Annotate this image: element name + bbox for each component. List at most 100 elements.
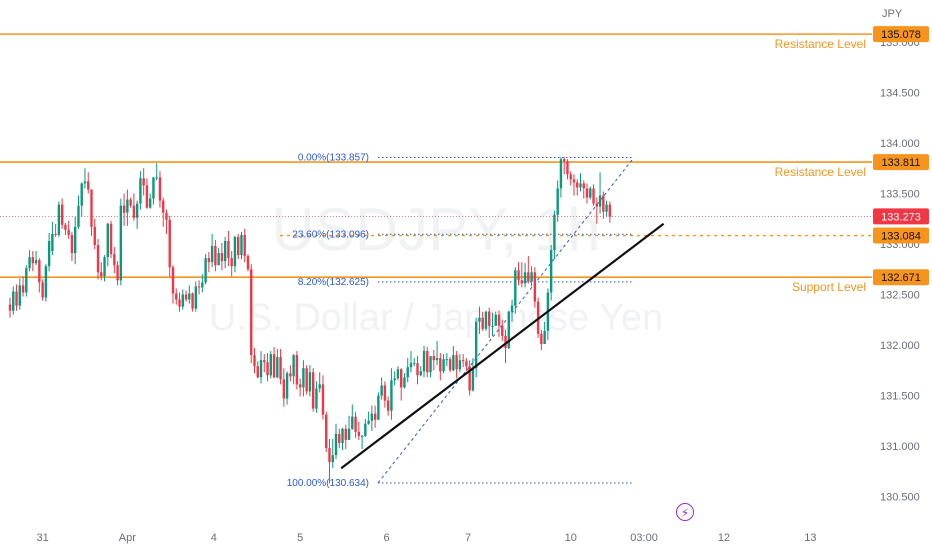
candle-body xyxy=(83,181,87,184)
candle-body xyxy=(465,361,468,367)
candle-body xyxy=(403,377,406,388)
candle-body xyxy=(351,416,354,429)
candle-body xyxy=(142,178,145,186)
candle-body xyxy=(527,272,530,282)
price-tick-label: 132.000 xyxy=(880,340,920,352)
candle-body xyxy=(390,380,393,411)
candle-body xyxy=(204,258,207,283)
candle-body xyxy=(494,314,497,326)
candle-body xyxy=(448,359,452,371)
candle-body xyxy=(455,355,458,370)
candle-body xyxy=(122,205,126,213)
time-tick-label: 6 xyxy=(383,532,389,544)
candle-body xyxy=(422,351,426,372)
candle-body xyxy=(237,236,240,256)
candle-body xyxy=(540,333,543,344)
level-label: Resistance Level xyxy=(775,165,866,179)
candle-body xyxy=(501,325,504,336)
candle-body xyxy=(549,250,553,293)
candle-body xyxy=(269,354,272,376)
candle-body xyxy=(25,268,28,293)
candle-body xyxy=(602,195,605,212)
candle-body xyxy=(67,229,70,235)
candle-body xyxy=(227,240,230,259)
candle-body xyxy=(585,188,589,198)
candle-body xyxy=(87,181,90,190)
currency-label: JPY xyxy=(882,8,903,20)
candle-body xyxy=(302,368,305,388)
price-box xyxy=(873,154,929,171)
candle-body xyxy=(347,428,351,440)
candle-body xyxy=(162,200,165,213)
price-box-label: 133.273 xyxy=(881,211,921,223)
description-watermark: U.S. Dollar / Japanese Yen xyxy=(209,297,663,339)
candle-body xyxy=(504,335,507,349)
candle-body xyxy=(266,362,269,376)
time-tick-label: 7 xyxy=(465,532,471,544)
candle-body xyxy=(344,428,347,440)
candle-body xyxy=(57,204,61,235)
candle-body xyxy=(207,258,211,263)
price-box xyxy=(873,269,929,286)
candle-body xyxy=(259,360,263,378)
candle-body xyxy=(474,321,478,369)
candle-body xyxy=(31,257,35,264)
lightning-icon[interactable]: ⚡ xyxy=(676,503,694,521)
candle-body xyxy=(171,267,175,294)
candle-body xyxy=(132,205,136,218)
candle-body xyxy=(377,395,380,420)
candle-body xyxy=(197,286,201,288)
candle-body xyxy=(413,363,416,365)
price-box-label: 135.078 xyxy=(881,29,921,41)
price-box xyxy=(873,227,929,244)
price-box-label: 133.811 xyxy=(882,157,921,169)
trendline xyxy=(340,222,665,470)
candle-body xyxy=(191,293,194,309)
candle-body xyxy=(155,177,158,179)
candle-body xyxy=(592,188,595,204)
time-axis[interactable]: 31 Apr 4 5 6 7 10 03:00 12 13 xyxy=(36,532,816,544)
candle-body xyxy=(80,183,83,206)
candle-body xyxy=(285,373,289,399)
price-box-label: 133.084 xyxy=(881,231,921,243)
candle-body xyxy=(566,161,569,175)
candle-body xyxy=(34,260,38,264)
candle-body xyxy=(354,416,357,432)
candle-body xyxy=(175,293,178,300)
time-tick-label: 10 xyxy=(565,532,577,544)
candle-body xyxy=(523,272,527,284)
symbol-watermark: USDJPY, 1h xyxy=(271,196,600,263)
candle-body xyxy=(556,188,559,215)
candle-body xyxy=(201,282,204,288)
candle-body xyxy=(28,257,31,269)
price-tick-label: 134.500 xyxy=(880,88,920,100)
candle-body xyxy=(553,214,556,251)
candle-body xyxy=(510,305,514,312)
candle-body xyxy=(533,272,537,302)
candle-body xyxy=(576,182,579,188)
candle-body xyxy=(168,219,171,268)
candle-body xyxy=(380,385,383,396)
candle-body xyxy=(220,253,224,262)
candle-body xyxy=(458,360,462,370)
candle-body xyxy=(263,360,266,363)
candle-body xyxy=(308,372,312,392)
candle-body xyxy=(74,226,77,254)
time-tick-label: 5 xyxy=(297,532,303,544)
candle-body xyxy=(321,384,325,415)
candle-body xyxy=(298,384,302,388)
candle-body xyxy=(21,285,25,293)
candle-body xyxy=(338,433,341,443)
candle-body xyxy=(426,351,429,373)
candle-body xyxy=(409,363,413,368)
price-axis[interactable]: 135.000134.500134.000133.500133.000132.5… xyxy=(880,37,920,504)
candle-body xyxy=(572,179,576,183)
price-box xyxy=(873,26,929,43)
candle-body xyxy=(393,378,396,381)
candle-body xyxy=(334,433,338,456)
candle-body xyxy=(569,174,572,180)
candle-body xyxy=(517,270,520,281)
candle-body xyxy=(357,431,361,436)
candle-body xyxy=(452,355,455,371)
